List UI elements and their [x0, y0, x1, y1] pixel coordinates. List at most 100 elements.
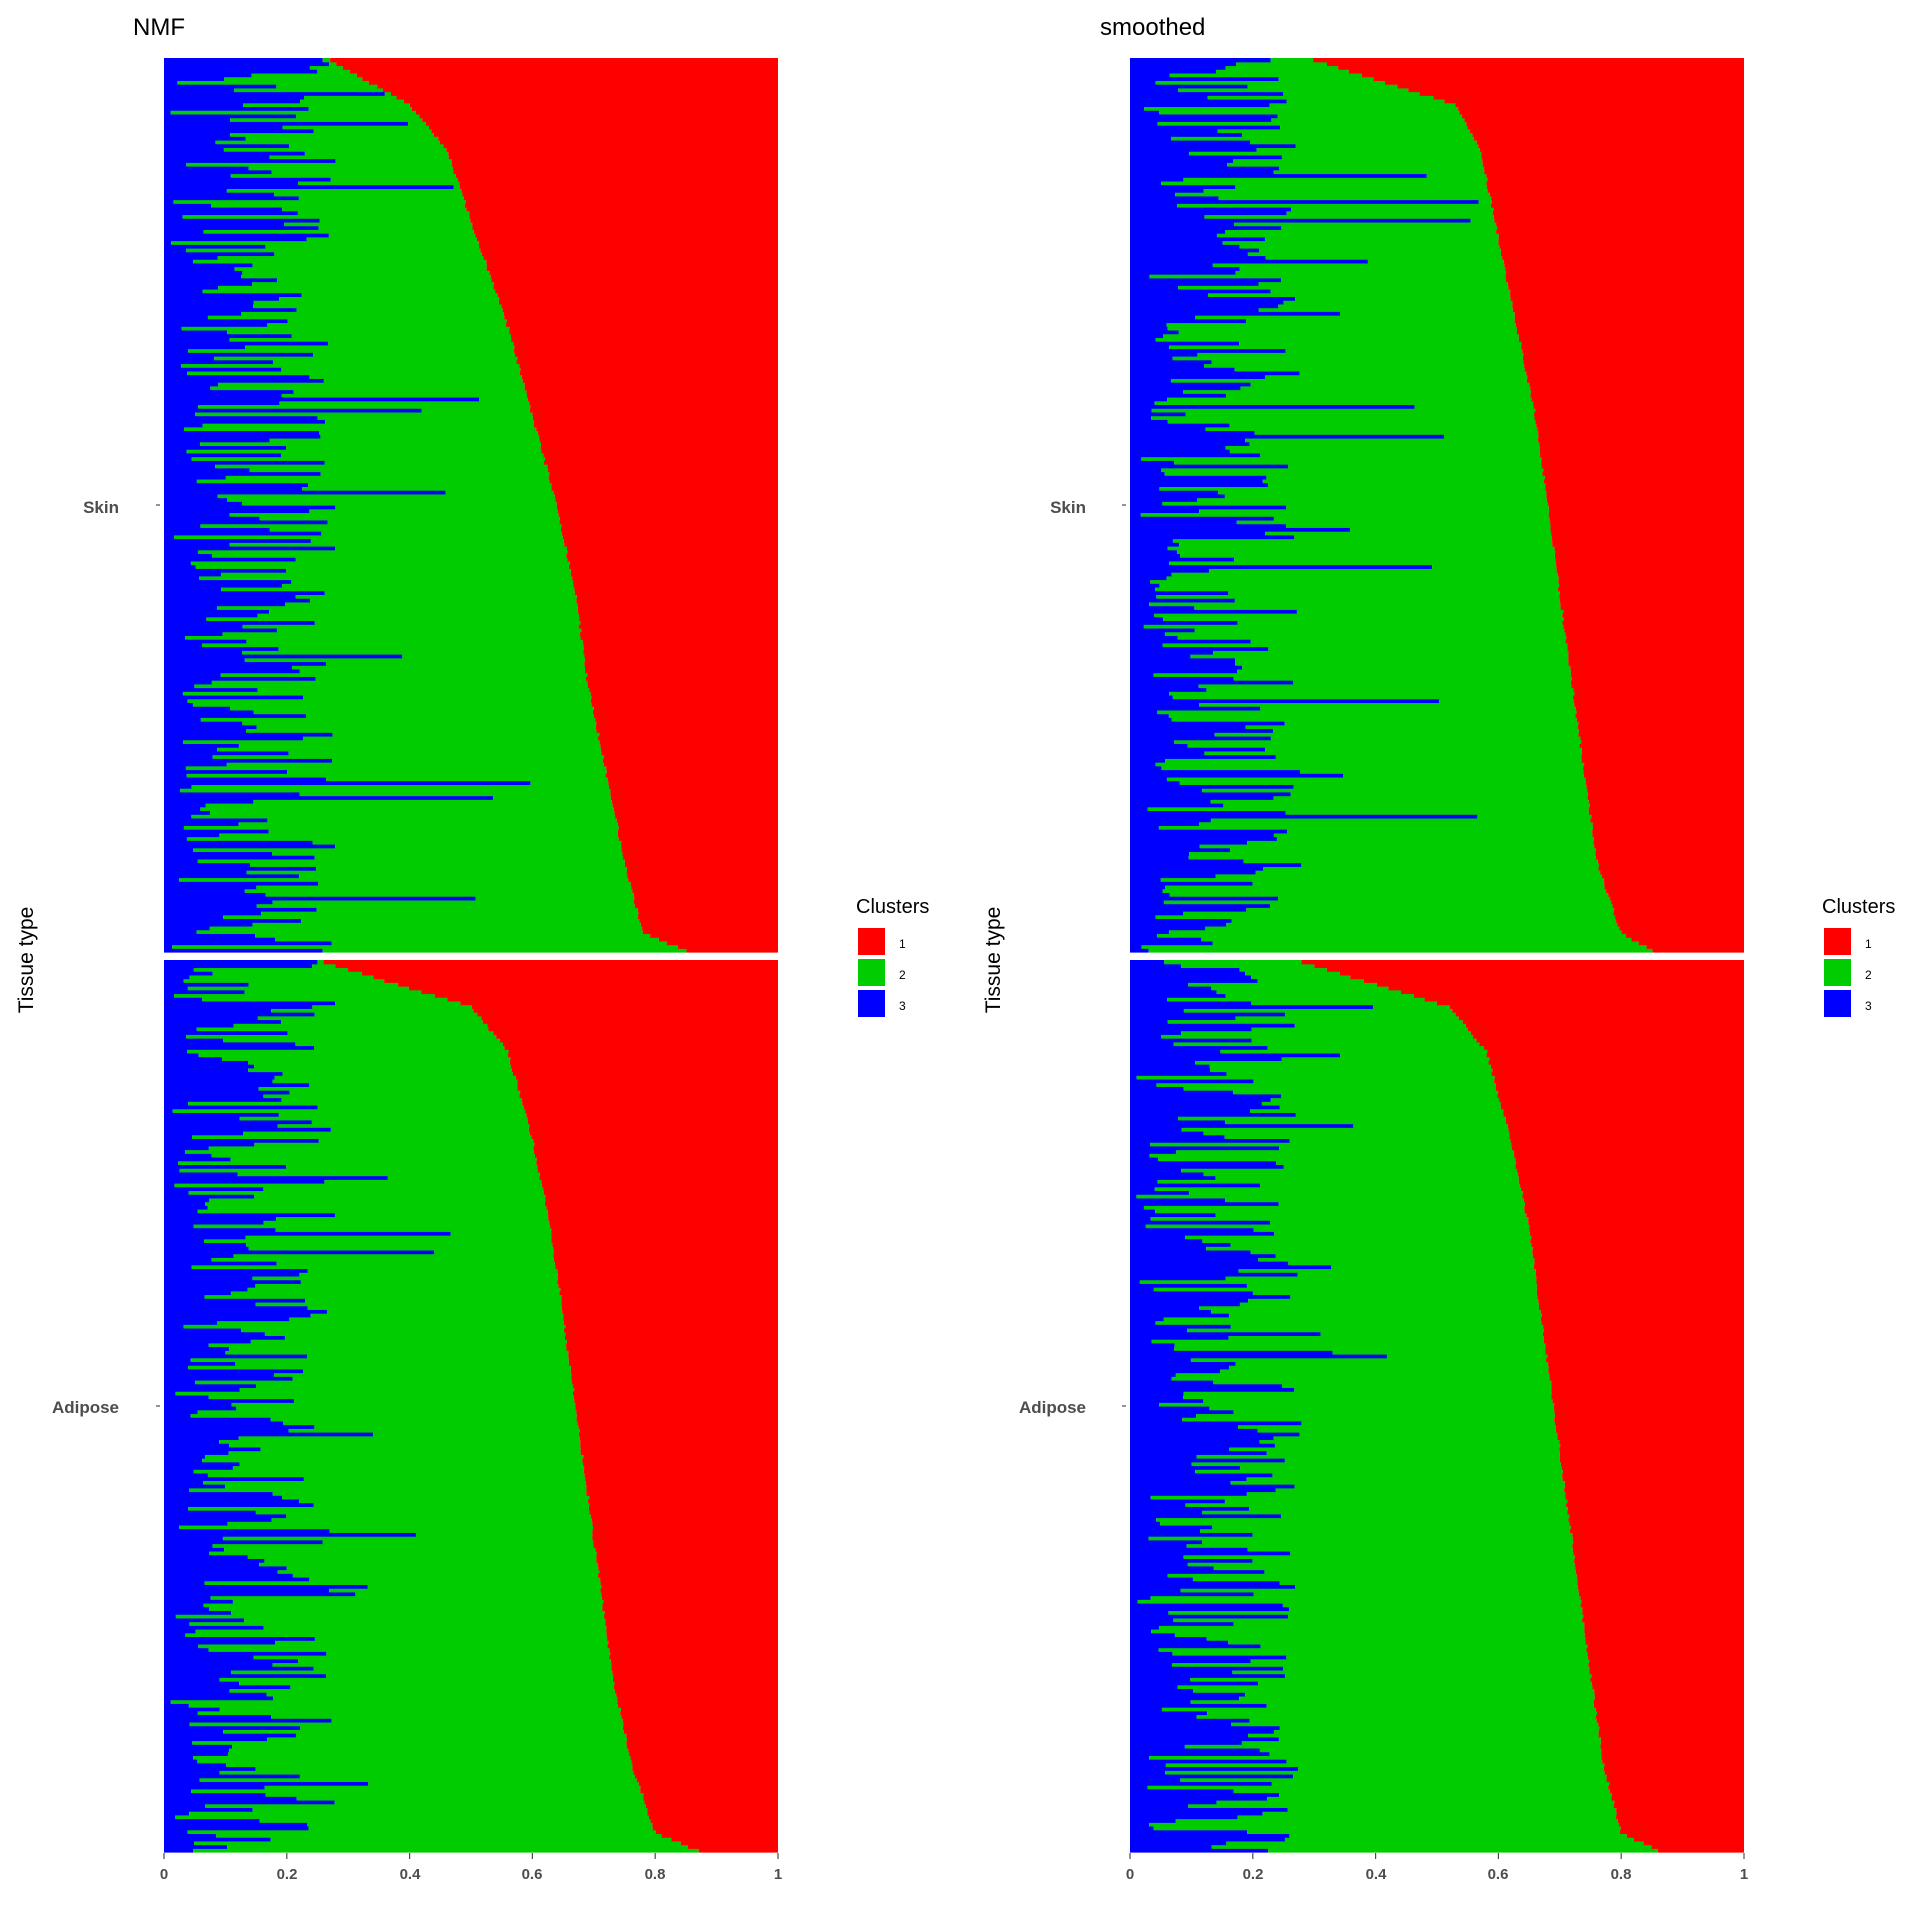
cluster-3-bar: [164, 1101, 189, 1106]
cluster-1-bar: [1494, 1078, 1744, 1084]
cluster-3-bar: [1130, 367, 1235, 372]
legend-key-3-smoothed: [1824, 990, 1851, 1017]
cluster-2-bar: [1350, 527, 1551, 532]
cluster-1-bar: [1572, 1532, 1744, 1537]
cluster-2-bar: [1174, 1346, 1546, 1351]
cluster-1-bar: [592, 1517, 778, 1522]
cluster-2-bar: [174, 534, 563, 540]
cluster-2-bar: [1175, 192, 1490, 197]
cluster-3-bar: [164, 1725, 301, 1730]
cluster-1-bar: [1458, 1015, 1744, 1021]
cluster-1-bar: [612, 1669, 778, 1675]
cluster-3-bar: [164, 1733, 296, 1738]
cluster-1-bar: [602, 758, 778, 763]
cluster-1-bar: [1516, 326, 1744, 331]
cluster-3-bar: [1130, 1379, 1214, 1385]
cluster-3-bar: [1130, 803, 1224, 808]
cluster-2-bar: [272, 1491, 587, 1496]
cluster-3-bar: [164, 1071, 283, 1076]
cluster-3-bar: [1130, 1840, 1227, 1846]
cluster-1-bar: [361, 971, 778, 976]
cluster-3-bar: [164, 1301, 256, 1307]
cluster-2-bar: [288, 1428, 580, 1433]
cluster-3-bar: [1130, 616, 1164, 622]
cluster-3-bar: [1130, 1446, 1230, 1452]
cluster-3-bar: [164, 665, 293, 670]
cluster-1-bar: [614, 1688, 778, 1693]
cluster-2-bar: [1206, 687, 1574, 692]
cluster-3-bar: [1130, 1309, 1212, 1314]
cluster-3-bar: [1130, 1164, 1284, 1169]
cluster-3-bar: [164, 601, 286, 607]
cluster-2-bar: [1293, 784, 1587, 789]
cluster-3-bar: [164, 836, 187, 841]
cluster-3-bar: [164, 1253, 234, 1258]
cluster-3-bar: [1130, 106, 1145, 111]
cluster-3-bar: [164, 1090, 290, 1095]
cluster-2-bar: [1286, 1759, 1603, 1764]
cluster-3-bar: [164, 776, 327, 782]
cluster-3-bar: [164, 113, 297, 119]
cluster-1-bar: [462, 192, 778, 197]
cluster-3-bar: [164, 1075, 275, 1080]
cluster-3-bar: [1130, 758, 1166, 763]
cluster-3-bar: [1130, 1822, 1150, 1827]
cluster-1-bar: [1552, 1398, 1744, 1403]
cluster-1-bar: [1556, 568, 1744, 573]
cluster-3-bar: [1130, 993, 1226, 998]
cluster-3-bar: [1130, 1008, 1184, 1013]
cluster-1-bar: [516, 359, 778, 365]
cluster-1-bar: [1595, 847, 1744, 853]
cluster-2-bar: [1225, 1119, 1507, 1125]
cluster-2-bar: [1149, 274, 1506, 279]
cluster-2-bar: [1141, 944, 1647, 949]
cluster-1-bar: [1535, 419, 1744, 424]
cluster-1-bar: [632, 1762, 778, 1768]
cluster-1-bar: [1481, 151, 1744, 156]
cluster-3-bar: [1130, 1327, 1188, 1333]
cluster-3-bar: [1130, 1666, 1284, 1671]
cluster-3-bar: [164, 1484, 226, 1489]
cluster-2-bar: [193, 1848, 699, 1853]
cluster-3-bar: [164, 76, 225, 81]
cluster-3-bar: [164, 199, 174, 204]
cluster-3-bar: [164, 1387, 240, 1392]
cluster-3-bar: [164, 1331, 265, 1336]
cluster-2-bar: [1155, 1320, 1542, 1325]
cluster-2-bar: [309, 374, 522, 379]
cluster-2-bar: [309, 65, 343, 70]
cluster-2-bar: [205, 1803, 646, 1808]
cluster-3-bar: [164, 1268, 308, 1273]
cluster-1-bar: [567, 549, 778, 555]
cluster-2-bar: [171, 240, 479, 245]
cluster-2-bar: [1154, 400, 1534, 406]
cluster-3-bar: [164, 493, 218, 499]
cluster-2-bar: [1246, 1491, 1566, 1496]
cluster-2-bar: [1247, 251, 1501, 257]
cluster-1-bar: [595, 717, 778, 722]
cluster-3-bar: [164, 1781, 369, 1786]
cluster-3-bar: [164, 285, 219, 290]
cluster-1-bar: [1594, 1695, 1744, 1701]
cluster-2-bar: [230, 132, 434, 137]
cluster-1-bar: [551, 1231, 778, 1236]
cluster-3-bar: [164, 542, 230, 547]
cluster-2-bar: [1151, 1339, 1544, 1344]
cluster-3-bar: [164, 1517, 272, 1522]
cluster-3-bar: [1130, 940, 1213, 946]
cluster-1-bar: [558, 1275, 778, 1281]
cluster-2-bar: [185, 1149, 534, 1154]
cluster-2-bar: [1228, 1335, 1544, 1340]
cluster-3-bar: [1130, 1406, 1210, 1411]
cluster-1-bar: [1498, 240, 1744, 245]
cluster-3-bar: [1130, 1190, 1189, 1195]
cluster-3-bar: [164, 1684, 291, 1690]
cluster-3-bar: [164, 1171, 238, 1177]
cluster-3-bar: [164, 225, 319, 230]
cluster-3-bar: [1130, 80, 1156, 85]
cluster-1-bar: [577, 1420, 778, 1426]
cluster-2-bar: [1438, 698, 1574, 704]
cluster-2-bar: [209, 925, 643, 931]
cluster-3-bar: [164, 266, 235, 271]
cluster-3-bar: [164, 173, 231, 178]
